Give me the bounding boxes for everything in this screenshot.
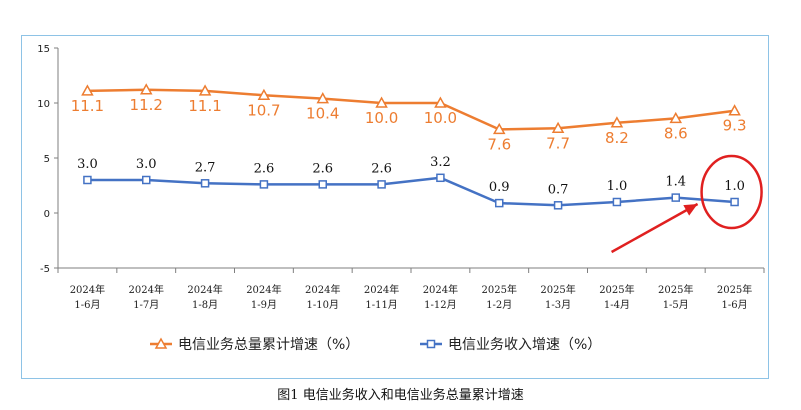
y-tick-label: 5: [44, 154, 50, 165]
y-tick-label: 10: [37, 99, 50, 110]
data-label: 9.3: [723, 117, 747, 135]
data-label: 1.0: [607, 179, 628, 194]
data-label: 8.6: [664, 124, 688, 142]
x-tick-label-year: 2025年: [599, 283, 634, 296]
data-label: 1.4: [665, 175, 686, 190]
x-tick-label-period: 1-6月: [722, 299, 748, 311]
figure-caption: 图1 电信业务收入和电信业务总量累计增速: [277, 388, 524, 403]
data-label: 8.2: [605, 129, 629, 147]
y-tick-label: 0: [44, 209, 50, 220]
x-tick-label-period: 1-9月: [251, 299, 277, 311]
data-label: 7.6: [487, 135, 511, 153]
data-label: 10.0: [424, 109, 457, 127]
data-label: 0.7: [548, 182, 569, 197]
data-point-marker: [436, 173, 445, 183]
data-point-marker: [669, 111, 683, 124]
legend-label: 电信业务总量累计增速（%）: [178, 337, 359, 353]
data-label: 11.1: [188, 97, 221, 115]
data-point-marker: [318, 180, 327, 189]
series-line-1: [87, 88, 735, 131]
data-label: 3.0: [77, 157, 98, 172]
data-point-marker: [551, 121, 565, 134]
x-tick-label-year: 2025年: [482, 283, 517, 296]
data-point-marker: [612, 197, 622, 207]
x-tick-label-year: 2025年: [658, 283, 693, 296]
x-tick-label-period: 1-12月: [424, 299, 456, 311]
x-tick-label-period: 1-6月: [74, 299, 100, 311]
x-tick-label-year: 2024年: [364, 283, 399, 296]
series-line-2: [87, 176, 735, 207]
data-label: 2.6: [312, 161, 333, 176]
x-tick-label-period: 1-3月: [545, 299, 571, 311]
data-point-marker: [200, 179, 210, 188]
highlight-circle: [700, 154, 763, 230]
data-point-marker: [728, 104, 741, 116]
data-label: 10.7: [247, 101, 280, 119]
data-point-marker: [198, 84, 212, 96]
data-label: 2.6: [371, 161, 392, 176]
data-point-marker: [377, 180, 386, 189]
data-label: 11.1: [71, 97, 104, 115]
y-tick-label: -5: [40, 264, 50, 275]
data-point-marker: [492, 122, 506, 135]
data-point-marker: [553, 201, 563, 210]
x-tick-label-year: 2024年: [129, 283, 164, 296]
legend-label: 电信业务收入增速（%）: [448, 337, 601, 353]
y-tick-label: 15: [37, 44, 50, 55]
data-label: 7.7: [546, 134, 570, 152]
data-point-marker: [434, 96, 447, 108]
data-point-marker: [375, 96, 388, 108]
chart-frame: [21, 35, 769, 379]
x-tick-label-year: 2024年: [423, 283, 458, 296]
annotation-arrow-head: [683, 204, 698, 216]
data-point-marker: [257, 88, 271, 101]
line-chart: -5 0 5 10 15 2024年 1-6月 2024年 1-7月 2024年 1-8月 2024年…: [37, 44, 765, 353]
data-point-marker: [671, 193, 680, 202]
data-label: 10.0: [365, 109, 398, 127]
data-label: 2.7: [195, 160, 216, 175]
data-label: 3.0: [136, 157, 157, 172]
x-tick-label-period: 1-2月: [486, 299, 512, 311]
x-tick-label-period: 1-5月: [663, 299, 689, 311]
data-point-marker: [139, 83, 153, 95]
data-point-marker: [142, 175, 151, 185]
data-point-marker: [259, 180, 269, 189]
x-tick-label-period: 1-8月: [192, 299, 218, 311]
data-point-marker: [81, 84, 94, 96]
annotation-arrow-shaft: [610, 202, 699, 254]
x-tick-label-year: 2024年: [70, 283, 105, 296]
x-tick-label-year: 2025年: [717, 283, 752, 296]
legend-marker: [154, 337, 168, 349]
x-tick-label-year: 2025年: [540, 283, 575, 296]
data-label: 3.2: [430, 155, 451, 170]
x-tick-label-period: 1-7月: [133, 299, 159, 311]
data-point-marker: [730, 197, 739, 207]
x-tick-label-year: 2024年: [305, 283, 340, 296]
x-tick-label-period: 1-4月: [604, 299, 630, 311]
data-point-marker: [610, 116, 624, 128]
x-tick-label-year: 2024年: [187, 283, 222, 296]
data-label: 10.4: [306, 105, 339, 123]
x-tick-label-period: 1-10月: [307, 299, 339, 311]
data-label: 2.6: [254, 161, 275, 176]
x-tick-label-period: 1-11月: [365, 299, 397, 311]
data-label: 1.0: [724, 179, 745, 194]
x-tick-label-year: 2024年: [246, 283, 281, 296]
legend-marker: [426, 339, 436, 349]
data-point-marker: [495, 198, 504, 208]
data-label: 0.9: [489, 180, 510, 195]
data-point-marker: [316, 92, 330, 104]
data-label: 11.2: [130, 96, 163, 114]
data-point-marker: [83, 175, 92, 185]
